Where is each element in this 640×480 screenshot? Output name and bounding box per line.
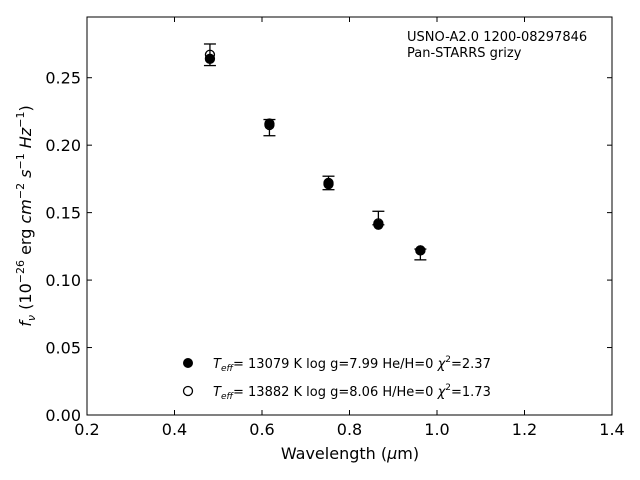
x-tick-label: 0.6: [249, 420, 274, 439]
model-point-open: [415, 245, 426, 256]
x-tick-label: 0.2: [74, 420, 99, 439]
model-point-open: [204, 49, 216, 60]
y-tick-label: 0.20: [45, 136, 81, 155]
annotation-line-2: Pan-STARRS grizy: [407, 46, 522, 61]
x-axis-label: Wavelength (μm): [281, 444, 419, 463]
annotation-line-1: USNO-A2.0 1200-08297846: [407, 30, 587, 45]
model-point-open: [323, 179, 334, 190]
model-point-open: [264, 119, 275, 131]
x-tick-label: 1.4: [599, 420, 624, 439]
y-tick-label: 0.10: [45, 271, 81, 290]
x-tick-label: 1.2: [512, 420, 537, 439]
y-tick-label: 0.05: [45, 339, 81, 358]
x-tick-label: 1.0: [424, 420, 449, 439]
legend-entry-2: Teff= 13882 K log g=8.06 H/He=0 χ2=1.73: [213, 383, 491, 402]
y-axis-label: fν (10−26 erg cm−2 s−1 Hz−1): [14, 105, 38, 326]
legend-marker-filled: [183, 358, 193, 368]
x-tick-label: 0.8: [337, 420, 362, 439]
data-marks: [203, 43, 427, 261]
legend: Teff= 13079 K log g=7.99 He/H=0 χ2=2.37 …: [182, 355, 491, 402]
x-tick-label: 0.4: [162, 420, 187, 439]
legend-entry-1: Teff= 13079 K log g=7.99 He/H=0 χ2=2.37: [213, 355, 491, 374]
model-point-open: [373, 218, 384, 229]
y-tick-label: 0.15: [45, 204, 81, 223]
plot-frame: [86, 16, 613, 416]
y-tick-label: 0.00: [45, 406, 81, 425]
axis-ticks: 0.2 0.4 0.6 0.8 1.0 1.2 1.4 0.00 0.05 0.10 0.15 0.2…: [45, 17, 625, 439]
y-tick-label: 0.25: [45, 69, 81, 88]
plot-area: [86, 16, 613, 416]
legend-marker-open: [182, 385, 194, 397]
